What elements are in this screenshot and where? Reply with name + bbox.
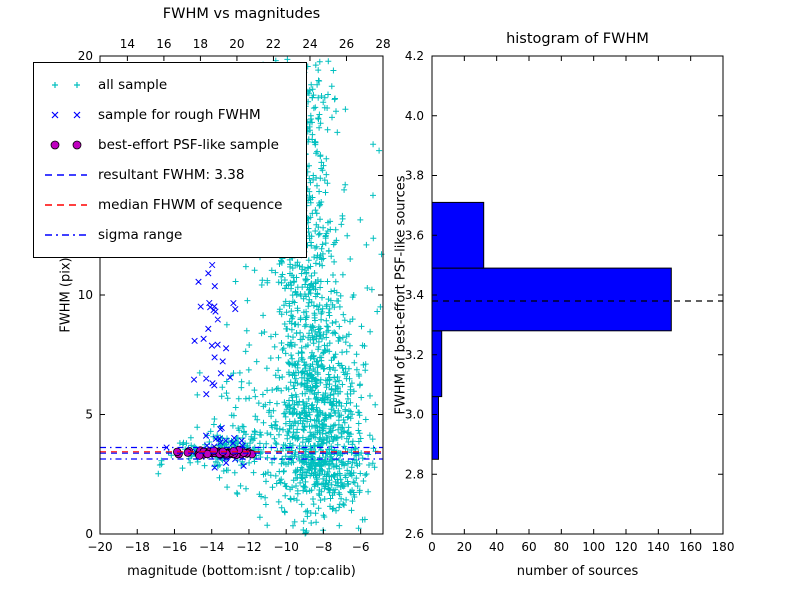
right-plot-ylabel: FWHM of best-effort PSF-like sources — [393, 175, 409, 415]
legend-item: sample for rough FWHM — [43, 100, 297, 130]
tick-label: −16 — [162, 540, 187, 554]
legend-item-label: all sample — [98, 77, 168, 93]
scatter-point-circle — [209, 446, 218, 455]
tick-label: 180 — [712, 540, 735, 554]
tick-label: 2.8 — [405, 467, 424, 481]
tick-label: 4.2 — [405, 49, 424, 63]
tick-label: −12 — [236, 540, 261, 554]
tick-label: −18 — [125, 540, 150, 554]
tick-label: 3.6 — [405, 228, 424, 242]
tick-label: 3.2 — [405, 348, 424, 362]
tick-label: 18 — [193, 37, 208, 51]
tick-label: 120 — [615, 540, 638, 554]
tick-label: 5 — [85, 408, 93, 422]
tick-label: 160 — [679, 540, 702, 554]
legend-item-label: resultant FWHM: 3.38 — [98, 167, 245, 183]
dashed-line-legend-marker-icon — [45, 204, 87, 206]
scatter-series-x — [163, 225, 247, 471]
left-plot-ylabel: FWHM (pix) — [58, 257, 74, 333]
histogram-bar — [431, 267, 672, 332]
legend-item: sigma range — [43, 220, 297, 250]
x-legend-marker-icon — [51, 111, 81, 119]
tick-label: 2.6 — [405, 527, 424, 541]
tick-label: 20 — [78, 49, 93, 63]
tick-label: 20 — [229, 37, 244, 51]
legend-item-label: best-effort PSF-like sample — [98, 137, 279, 153]
histogram-bar — [431, 330, 443, 398]
tick-label: −14 — [199, 540, 224, 554]
tick-label: 80 — [554, 540, 569, 554]
tick-label: 14 — [120, 37, 135, 51]
tick-label: −8 — [315, 540, 333, 554]
tick-label: 24 — [302, 37, 317, 51]
tick-label: 0 — [428, 540, 436, 554]
tick-label: 3.0 — [405, 408, 424, 422]
right-plot-xlabel: number of sources — [516, 564, 639, 579]
tick-label: 28 — [375, 37, 390, 51]
tick-label: 16 — [156, 37, 171, 51]
right-plot-title: histogram of FWHM — [506, 31, 649, 47]
histogram-bar — [431, 396, 439, 460]
tick-label: 0 — [85, 527, 93, 541]
tick-label: 3.8 — [405, 169, 424, 183]
tick-label: 20 — [457, 540, 472, 554]
circle-legend-marker-icon — [50, 140, 82, 150]
left-plot: −20 −18 −16 −14 −12 −10 −8 −6 14 16 18 20 22 24 26 28 0 5… — [78, 37, 391, 554]
dashed-line-legend-marker-icon — [45, 174, 87, 176]
histogram-bar — [431, 201, 485, 269]
dashdot-line-legend-marker-icon — [45, 234, 87, 236]
tick-label: 140 — [647, 540, 670, 554]
right-plot: 0 20 40 60 80 100 120 140 160 180 2.6 2.8 3.0 3.2 3.4 3… — [405, 49, 735, 554]
legend-item: median FHWM of sequence — [43, 190, 297, 220]
tick-label: −6 — [352, 540, 370, 554]
tick-label: 40 — [489, 540, 504, 554]
legend-item-label: sigma range — [98, 227, 183, 243]
left-plot-title: FWHM vs magnitudes — [162, 6, 321, 22]
scatter-point-circle — [203, 449, 212, 459]
tick-label: 26 — [339, 37, 354, 51]
left-plot-xlabel: magnitude (bottom:isnt / top:calib) — [127, 564, 356, 579]
tick-label: 10 — [78, 288, 93, 302]
tick-label: 4.0 — [405, 109, 424, 123]
legend-item-label: sample for rough FWHM — [98, 107, 261, 123]
tick-label: 100 — [582, 540, 605, 554]
legend-item-label: median FHWM of sequence — [98, 197, 283, 213]
legend-item: resultant FWHM: 3.38 — [43, 160, 297, 190]
tick-label: 3.4 — [405, 288, 424, 302]
tick-label: −10 — [274, 540, 299, 554]
legend-item: best-effort PSF-like sample — [43, 130, 297, 160]
legend-item: all sample — [43, 70, 297, 100]
legend: all sample sample for rough FWHM best-effo… — [33, 62, 307, 258]
tick-label: −20 — [87, 540, 112, 554]
tick-label: 60 — [521, 540, 536, 554]
plus-legend-marker-icon — [52, 82, 80, 88]
tick-label: 22 — [266, 37, 281, 51]
